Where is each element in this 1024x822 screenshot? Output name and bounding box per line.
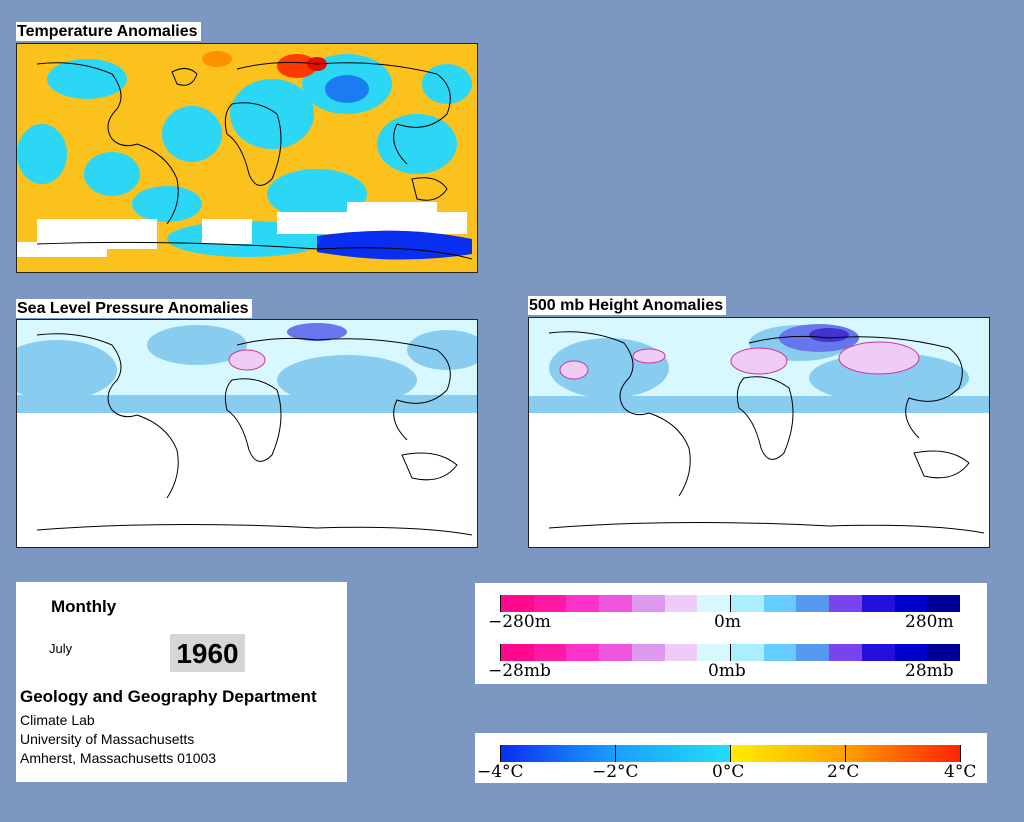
legend-swatch [500, 595, 534, 612]
address-line: Amherst, Massachusetts 01003 [20, 750, 217, 766]
legend-swatch [664, 644, 698, 661]
height-legend-min: −280m [488, 612, 551, 632]
legend-swatch [927, 644, 961, 661]
temperature-map-title: Temperature Anomalies [16, 22, 201, 41]
legend-swatch [829, 595, 862, 612]
temperature-legend: −4°C −2°C 0°C 2°C 4°C [475, 733, 987, 783]
temperature-tick [960, 745, 961, 762]
pressure-legend-min: −28mb [488, 661, 551, 681]
info-box: Monthly July 1960 Geology and Geography … [16, 582, 347, 782]
department-name: Geology and Geography Department [20, 687, 317, 706]
height-anomaly-map [528, 317, 990, 548]
slp-map-title: Sea Level Pressure Anomalies [16, 299, 252, 318]
temperature-tick [845, 745, 846, 762]
legend-swatch [631, 644, 665, 661]
legend-swatch [664, 595, 698, 612]
legend-swatch [796, 595, 830, 612]
legend-swatch [533, 595, 567, 612]
legend-swatch [894, 595, 928, 612]
legend-swatch [861, 595, 895, 612]
pressure-legend-max: 28mb [905, 661, 954, 681]
height-legend-mid: 0m [714, 612, 741, 632]
temperature-colorbar [500, 745, 961, 762]
legend-swatch [599, 595, 632, 612]
lab-name: Climate Lab [20, 712, 95, 728]
legend-swatch [763, 595, 797, 612]
temperature-tick [500, 745, 501, 762]
anomaly-legend: −280m 0m 280m −28mb 0mb 28mb [475, 583, 987, 684]
slp-anomaly-map [16, 319, 478, 548]
temperature-legend-tick-2: −2°C [592, 762, 639, 782]
legend-swatch [500, 644, 534, 661]
height-map-title: 500 mb Height Anomalies [528, 296, 727, 315]
university-name: University of Massachusetts [20, 731, 195, 747]
height-colorbar [500, 595, 961, 612]
legend-swatch [730, 595, 764, 612]
legend-swatch [763, 644, 797, 661]
temperature-tick [730, 745, 731, 762]
year-display: 1960 [170, 634, 245, 672]
temperature-legend-tick-3: 0°C [712, 762, 745, 782]
pressure-colorbar [500, 644, 961, 661]
temperature-tick [615, 745, 616, 762]
height-legend-max: 280m [905, 612, 954, 632]
legend-swatch [566, 595, 600, 612]
pressure-legend-mid: 0mb [708, 661, 746, 681]
legend-swatch [796, 644, 830, 661]
legend-swatch [533, 644, 567, 661]
temperature-anomaly-map [16, 43, 478, 273]
temperature-legend-min: −4°C [477, 762, 524, 782]
temperature-legend-max: 4°C [944, 762, 977, 782]
legend-swatch [566, 644, 600, 661]
legend-swatch [829, 644, 862, 661]
legend-swatch [599, 644, 632, 661]
month-label: July [49, 641, 73, 656]
period-label: Monthly [51, 597, 117, 616]
legend-swatch [861, 644, 895, 661]
temperature-legend-tick-4: 2°C [827, 762, 860, 782]
legend-swatch [927, 595, 961, 612]
legend-swatch [697, 595, 731, 612]
legend-swatch [631, 595, 665, 612]
legend-swatch [697, 644, 731, 661]
legend-swatch [730, 644, 764, 661]
legend-swatch [894, 644, 928, 661]
